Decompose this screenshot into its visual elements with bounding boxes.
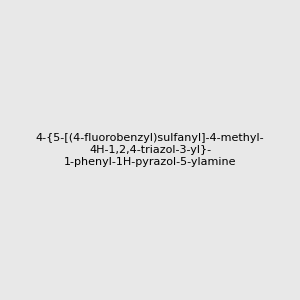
Text: 4-{5-[(4-fluorobenzyl)sulfanyl]-4-methyl-
4H-1,2,4-triazol-3-yl}-
1-phenyl-1H-py: 4-{5-[(4-fluorobenzyl)sulfanyl]-4-methyl…	[36, 134, 264, 166]
